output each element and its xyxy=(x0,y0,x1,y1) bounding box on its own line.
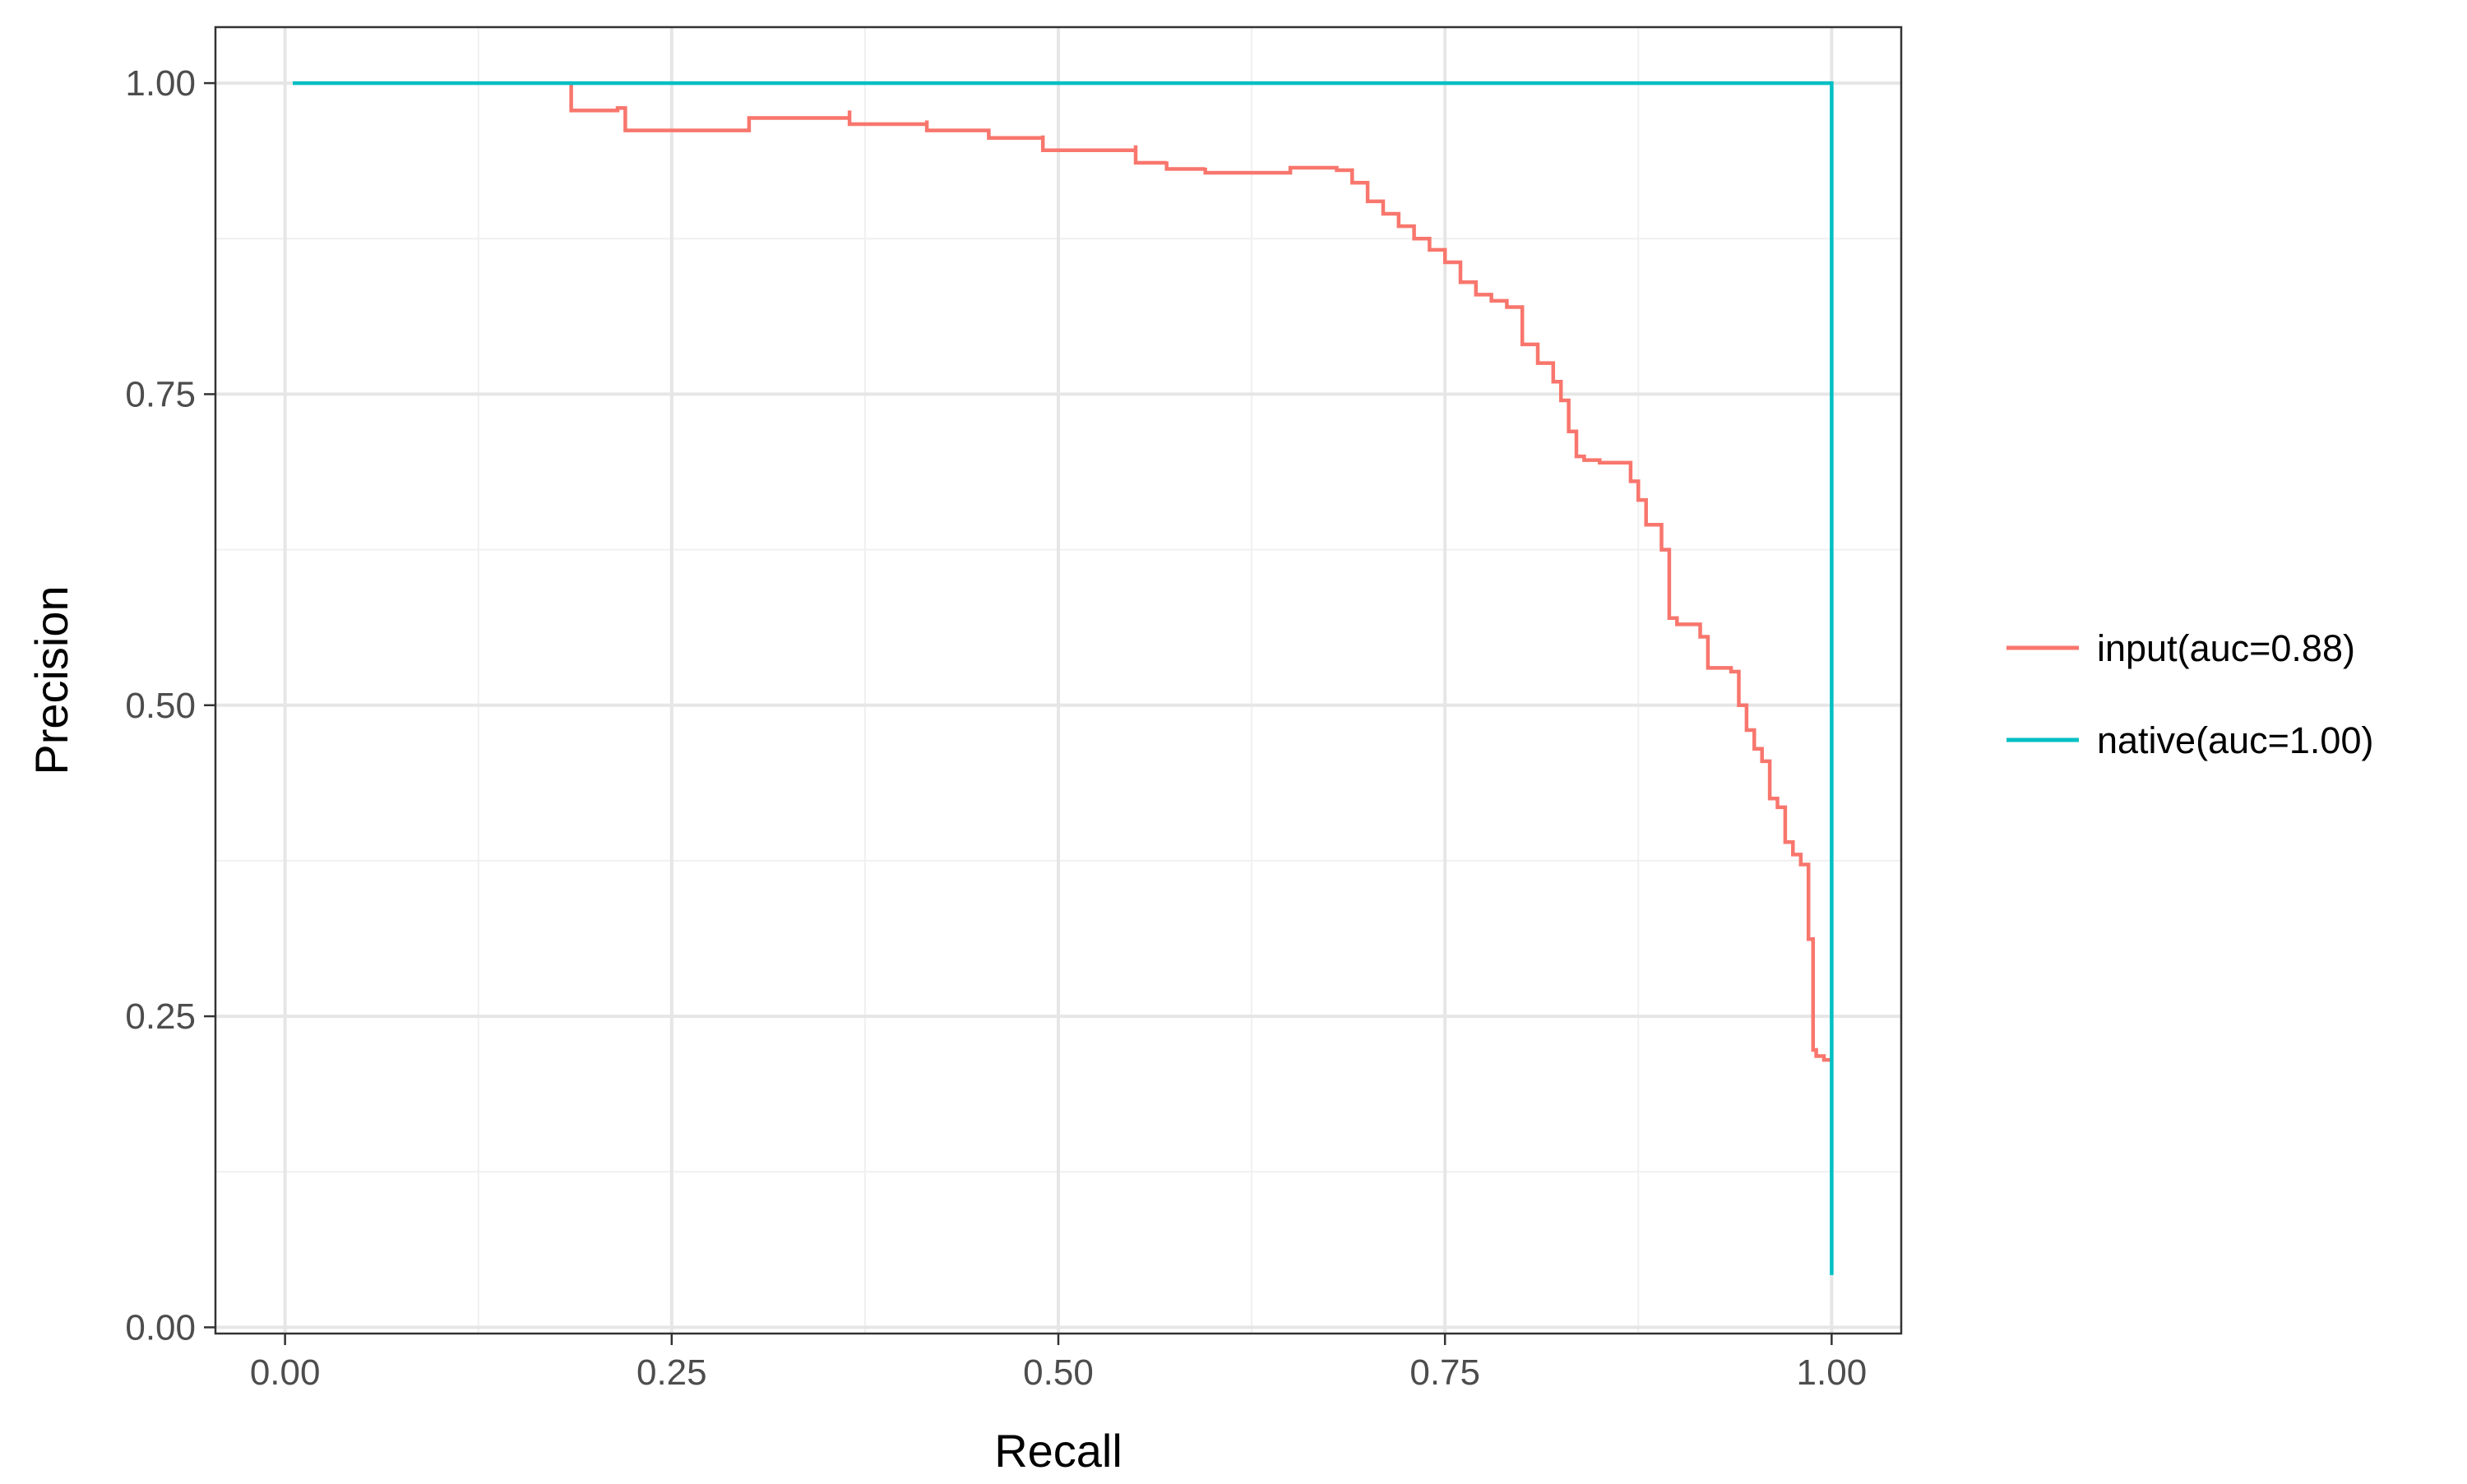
legend-label-input: input(auc=0.88) xyxy=(2097,627,2355,669)
x-tick-label: 0.25 xyxy=(636,1352,707,1393)
y-axis: 0.00 0.25 0.50 0.75 1.00 xyxy=(125,63,215,1348)
series-line-input xyxy=(569,83,1832,1062)
legend-label-native: native(auc=1.00) xyxy=(2097,719,2373,761)
y-tick-label: 0.50 xyxy=(125,686,196,726)
y-axis-title: Precision xyxy=(25,585,77,774)
series-line-native xyxy=(293,81,1834,1275)
y-tick-label: 0.75 xyxy=(125,374,196,414)
x-tick-label: 0.50 xyxy=(1023,1352,1094,1393)
y-tick-label: 0.00 xyxy=(125,1307,196,1348)
x-tick-label: 0.75 xyxy=(1409,1352,1480,1393)
x-axis: 0.00 0.25 0.50 0.75 1.00 xyxy=(250,1334,1867,1393)
x-tick-label: 0.00 xyxy=(250,1352,321,1393)
y-tick-label: 1.00 xyxy=(125,63,196,104)
series-layer xyxy=(293,81,1834,1275)
y-tick-label: 0.25 xyxy=(125,996,196,1037)
x-axis-title: Recall xyxy=(994,1425,1122,1477)
x-tick-label: 1.00 xyxy=(1797,1352,1868,1393)
legend: input(auc=0.88) native(auc=1.00) xyxy=(2006,627,2373,761)
